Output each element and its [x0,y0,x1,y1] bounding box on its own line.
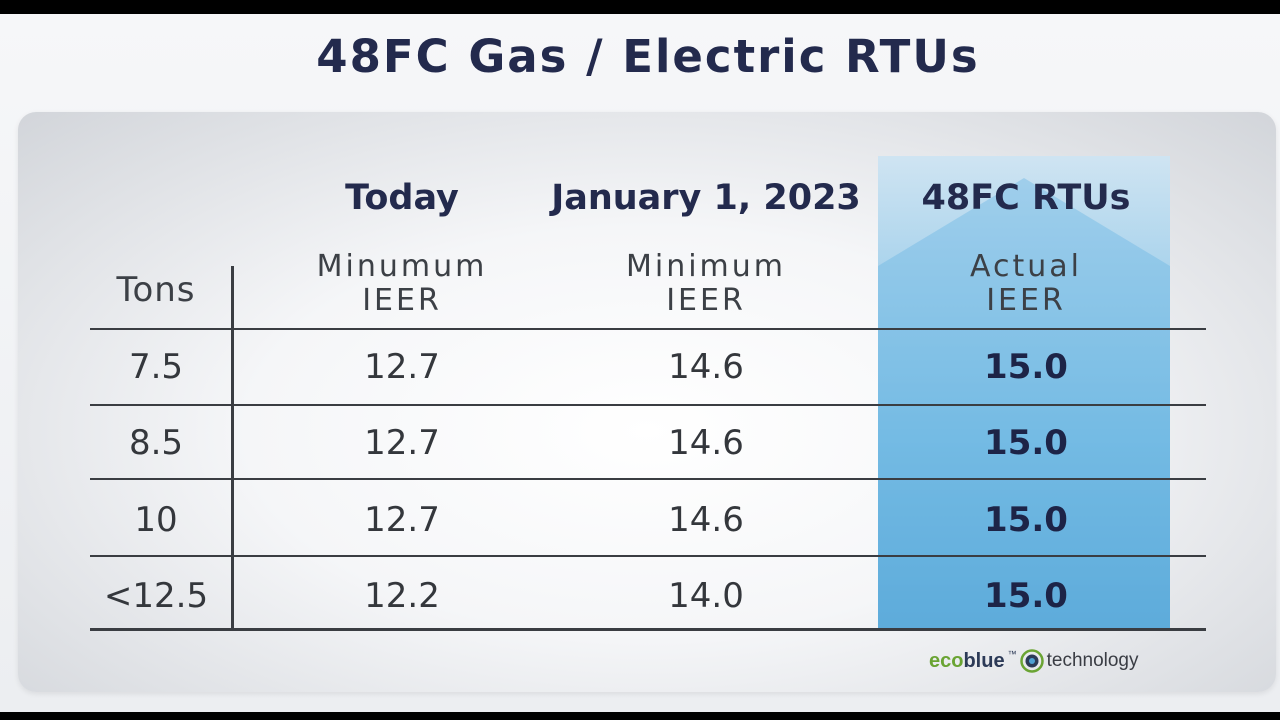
highlight-column-48fc [878,156,1170,630]
ecoblue-ring-icon [1019,649,1044,673]
chevron-arrow-icon [878,178,1170,630]
today-cell: 12.2 [364,576,440,616]
jan-2023-cell: 14.0 [668,576,744,616]
subheader-jan-2023-line2: IEER [666,283,746,318]
row-rule [90,404,1206,406]
ecoblue-technology-logo: eco blue ™ technology [929,646,1139,676]
row-rule [90,555,1206,557]
video-letterbox-bottom [0,712,1280,720]
subheader-today-line2: IEER [362,283,442,318]
column-header-today: Today [345,178,459,218]
jan-2023-cell: 14.6 [668,500,744,540]
subheader-today: Minumum IEER [252,250,552,318]
logo-blue-text: blue [963,649,1005,672]
today-cell: 12.7 [364,423,440,463]
logo-technology-text: technology [1046,650,1139,671]
subheader-48fc-line2: IEER [986,283,1066,318]
subheader-jan-2023: Minimum IEER [556,250,856,318]
subheader-jan-2023-line1: Minimum [625,249,787,284]
actual-ieer-cell: 15.0 [984,423,1068,463]
actual-ieer-cell: 15.0 [984,576,1068,616]
subheader-today-line1: Minumum [316,249,488,284]
table-bottom-rule [90,628,1206,631]
subheader-48fc: Actual IEER [876,250,1176,318]
slide-title: 48FC Gas / Electric RTUs [316,30,980,83]
column-header-jan-2023: January 1, 2023 [551,178,861,218]
subheader-48fc-line1: Actual [970,249,1082,284]
logo-tm-text: ™ [1007,649,1017,659]
header-rule [90,328,1206,330]
logo-eco-text: eco [929,649,964,672]
tons-cell: 10 [134,500,178,540]
tons-header: Tons [116,270,196,310]
actual-ieer-cell: 15.0 [984,347,1068,387]
today-cell: 12.7 [364,500,440,540]
tons-column-divider [231,266,234,631]
tons-cell: 7.5 [128,347,184,387]
column-header-48fc-rtus: 48FC RTUs [921,178,1131,218]
tons-cell: 8.5 [128,423,184,463]
tons-cell: <12.5 [103,576,209,616]
video-letterbox-top [0,0,1280,14]
actual-ieer-cell: 15.0 [984,500,1068,540]
jan-2023-cell: 14.6 [668,347,744,387]
jan-2023-cell: 14.6 [668,423,744,463]
row-rule [90,478,1206,480]
today-cell: 12.7 [364,347,440,387]
